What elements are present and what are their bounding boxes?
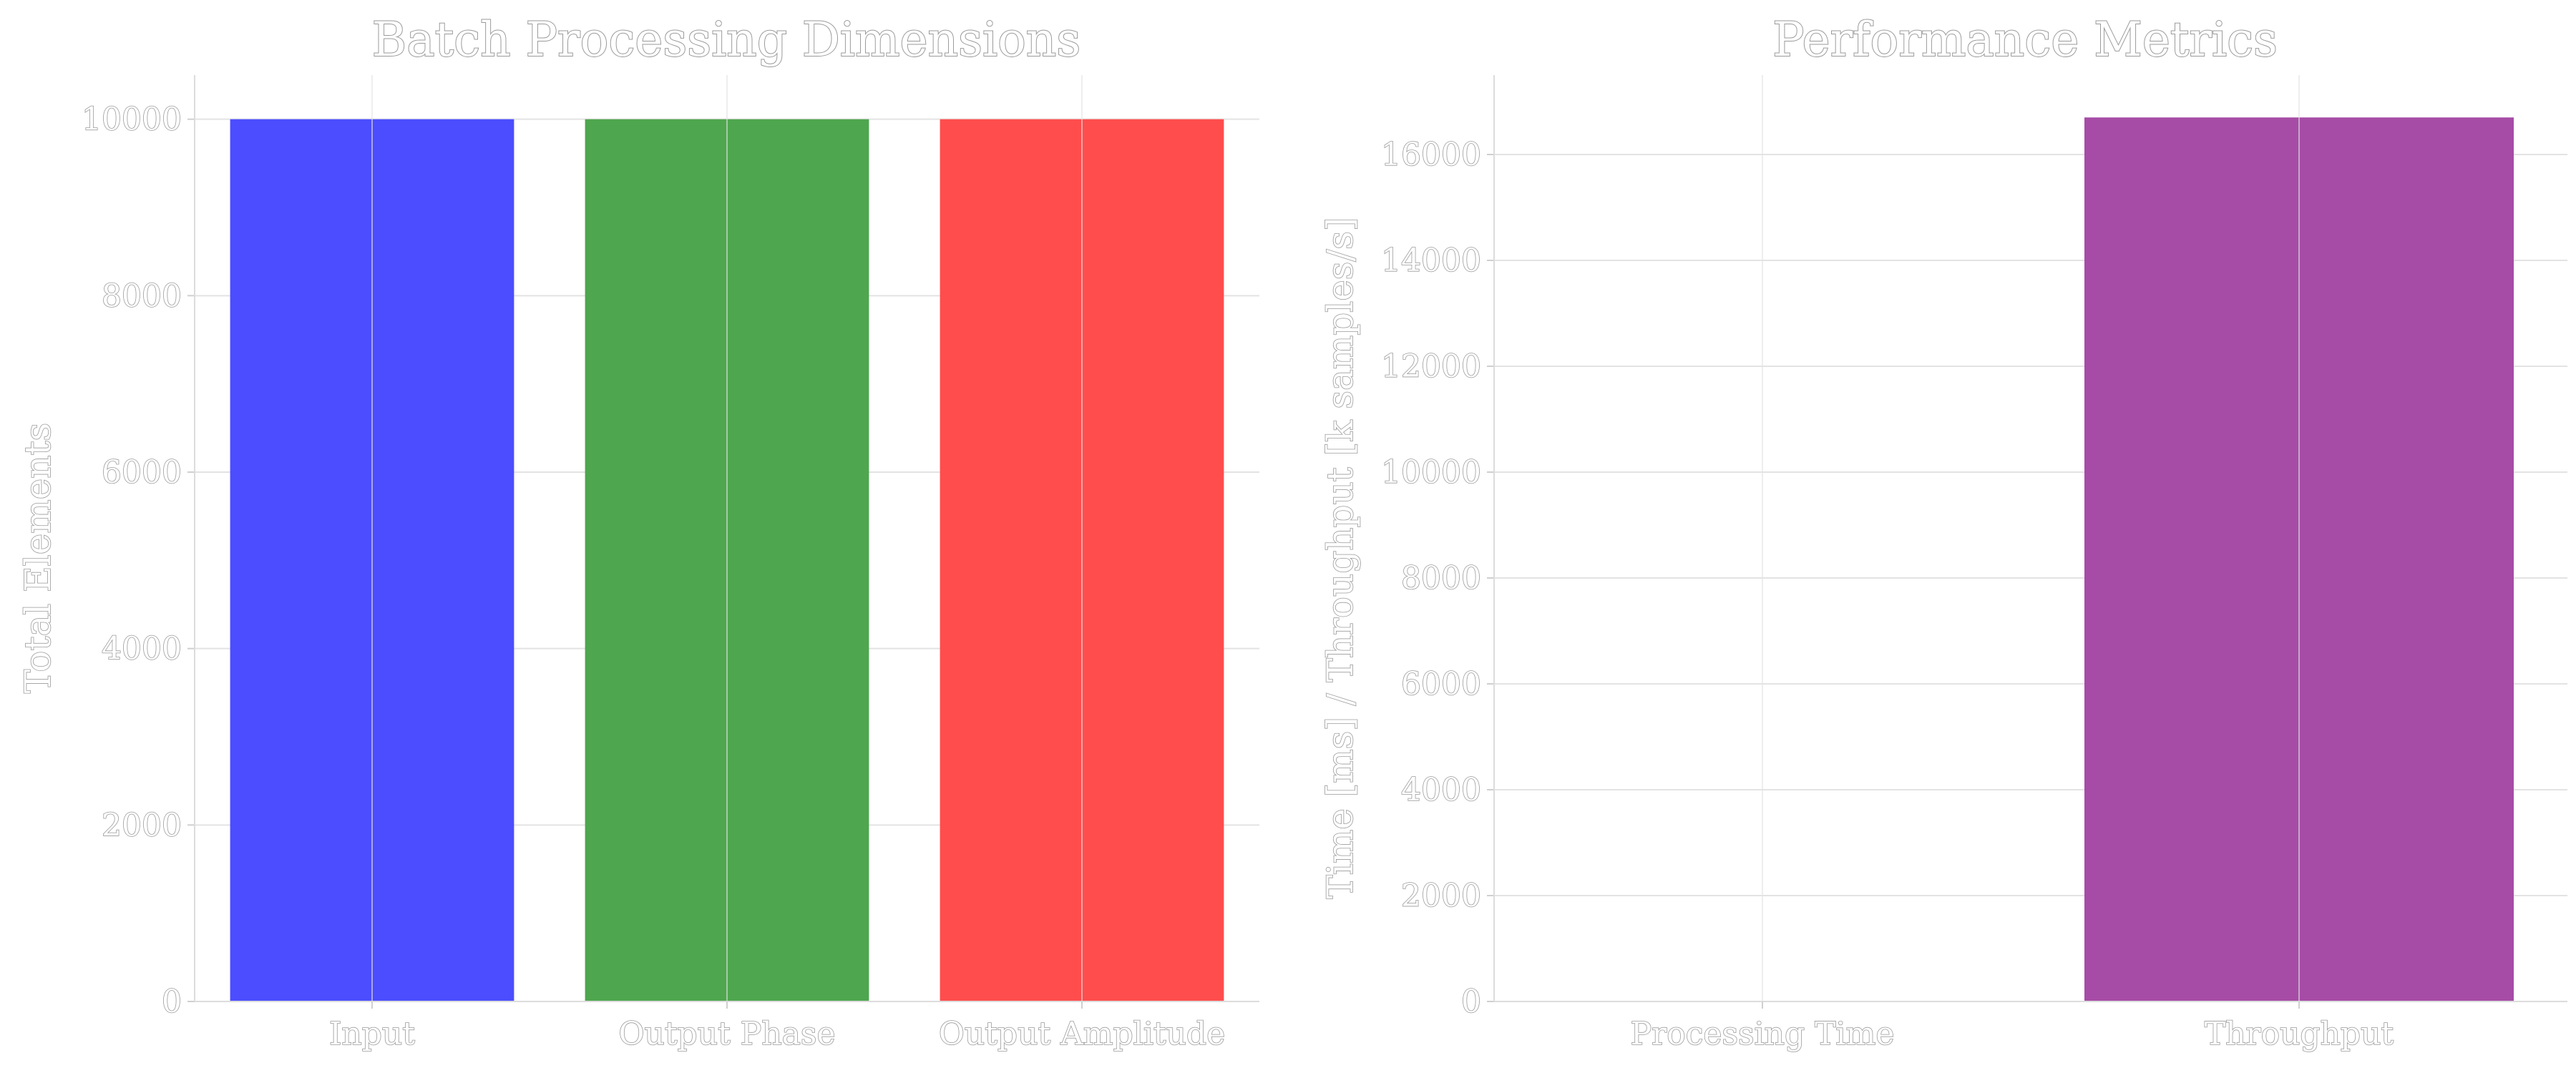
y-axis-label: Time [ms] / Throughput [k samples/s] [1319,217,1361,899]
plot-area: 0 2000 4000 6000 8000 10000 Input Output Phase O… [81,75,1259,1053]
x-tick-label: Output Amplitude [939,1016,1225,1052]
y-tick-label: 10000 [1381,454,1481,491]
y-axis-label: Total Elements [17,423,59,693]
y-tick-label: 14000 [1381,242,1481,279]
x-tick-label: Output Phase [618,1016,835,1052]
x-tick-label: Input [329,1016,415,1052]
chart-title: Batch Processing Dimensions [372,12,1080,67]
y-tick-label: 10000 [82,102,182,138]
dimensions-chart: Batch Processing Dimensions Total Elemen… [16,11,1259,1053]
y-tick-label: 0 [162,984,182,1020]
y-tick-label: 0 [1461,984,1481,1020]
y-tick-label: 4000 [1401,772,1481,808]
y-tick-label: 4000 [102,631,182,667]
x-tick-label: Processing Time [1631,1016,1895,1052]
chart-title: Performance Metrics [1772,12,2278,67]
y-tick-label: 2000 [102,807,182,843]
y-tick-label: 8000 [102,278,182,314]
y-tick-label: 16000 [1381,137,1481,173]
plot-area: 0 2000 4000 6000 8000 10000 12000 14000 16000 Pro… [1380,75,2567,1053]
y-tick-label: 8000 [1401,560,1481,597]
y-tick-label: 12000 [1381,348,1481,385]
y-tick-label: 6000 [1401,666,1481,702]
x-tick-label: Throughput [2205,1016,2394,1052]
performance-chart: Performance Metrics Time [ms] / Throughp… [1319,11,2567,1053]
y-tick-label: 6000 [102,454,182,491]
y-tick-label: 2000 [1401,878,1481,914]
